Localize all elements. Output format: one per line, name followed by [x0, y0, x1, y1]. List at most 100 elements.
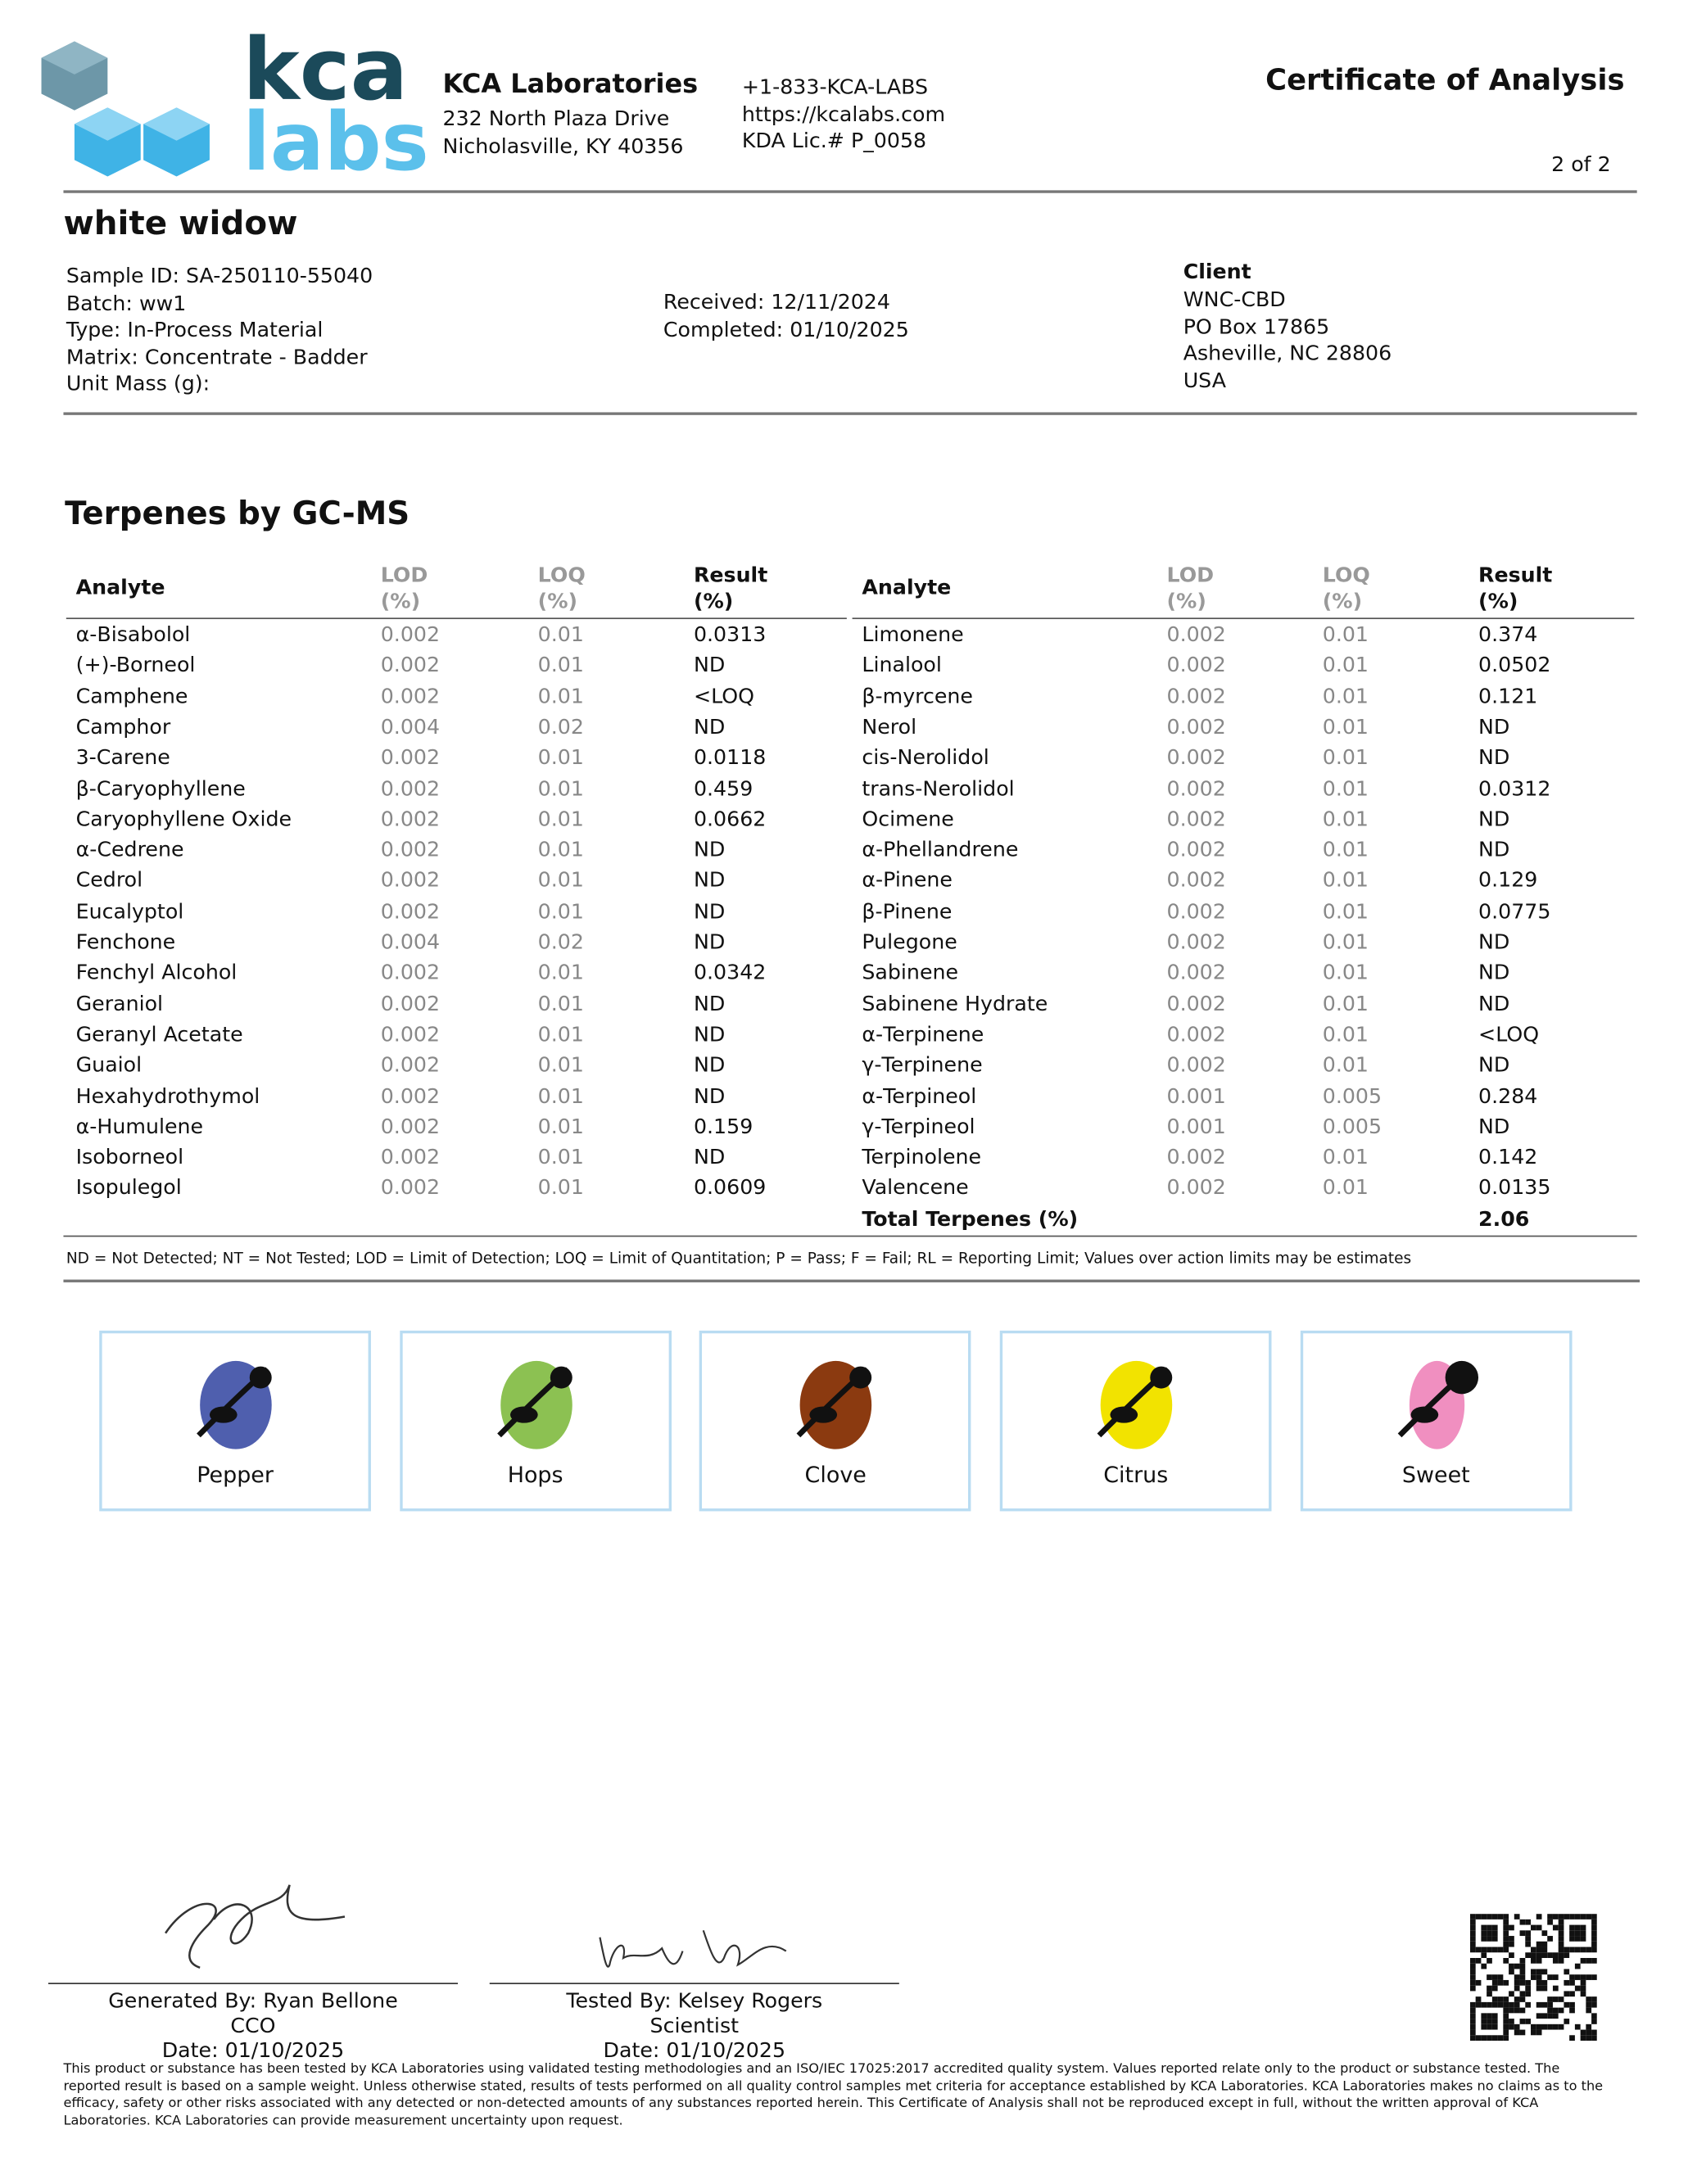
rule: [63, 190, 1637, 193]
cell: Geraniol: [75, 990, 164, 1016]
rule: [63, 1235, 1637, 1237]
cell: 0.002: [380, 1021, 441, 1047]
cell: Camphor: [75, 714, 171, 739]
cell: 0.002: [1166, 867, 1226, 893]
cell: α-Pinene: [862, 867, 953, 893]
cell: 0.002: [380, 775, 441, 801]
cell: 0.01: [537, 990, 584, 1016]
cell: 0.01: [537, 1175, 584, 1201]
address-line: Nicholasville, KY 40356: [442, 133, 684, 158]
cell: 0.01: [537, 1052, 584, 1078]
cell: 0.01: [537, 898, 584, 924]
cell: 0.002: [380, 1175, 441, 1201]
cell: 0.0609: [693, 1175, 767, 1201]
cell: ND: [1478, 929, 1510, 955]
cell: 0.01: [537, 806, 584, 831]
cell: 0.121: [1478, 683, 1538, 708]
cell: 0.002: [380, 990, 441, 1016]
aroma-label: Pepper: [197, 1461, 274, 1488]
logo-bottom: labs: [242, 95, 429, 189]
cell: 0.002: [1166, 714, 1226, 739]
cell: 0.01: [1322, 1021, 1369, 1047]
cell: ND: [693, 1052, 726, 1078]
cell: ND: [1478, 806, 1510, 831]
cell: 0.002: [1166, 652, 1226, 678]
header-rule: [66, 617, 847, 620]
cell: 0.01: [537, 652, 584, 678]
cell: 0.002: [380, 1144, 441, 1170]
cell: β-myrcene: [862, 683, 973, 708]
cell: α-Humulene: [75, 1114, 204, 1139]
cell: ND: [1478, 960, 1510, 985]
cell: 0.002: [1166, 929, 1226, 955]
cell: ND: [693, 837, 726, 862]
aroma-label: Hops: [507, 1461, 563, 1488]
aroma-icon: [797, 1360, 872, 1449]
cell: ND: [1478, 990, 1510, 1016]
cell: Sabinene: [862, 960, 959, 985]
cell: 0.0312: [1478, 775, 1551, 801]
cell: Isopulegol: [75, 1175, 182, 1201]
detail-line: Matrix: Concentrate - Badder: [66, 344, 368, 369]
cell: Hexahydrothymol: [75, 1083, 260, 1108]
cell: γ-Terpineol: [862, 1114, 975, 1139]
cell: ND: [1478, 1114, 1510, 1139]
cell: Caryophyllene Oxide: [75, 806, 292, 831]
cell: 0.002: [1166, 960, 1226, 985]
client-line: Asheville, NC 28806: [1183, 340, 1392, 366]
column-unit: (%): [1166, 588, 1206, 614]
aroma-box: Pepper: [99, 1330, 371, 1512]
cell: Limonene: [862, 622, 964, 647]
cell: 0.001: [1166, 1114, 1226, 1139]
sample-details: Sample ID: SA-250110-55040 Batch: ww1 Type…: [66, 264, 373, 398]
cell: α-Phellandrene: [862, 837, 1019, 862]
detail-line: Type: In-Process Material: [66, 317, 324, 342]
aroma-label: Clove: [804, 1461, 867, 1488]
cell: Cedrol: [75, 867, 143, 893]
client: WNC-CBD PO Box 17865 Asheville, NC 28806 US…: [1183, 287, 1392, 394]
cell: 0.002: [1166, 1052, 1226, 1078]
aroma-icon: [1397, 1360, 1478, 1449]
cell: β-Caryophyllene: [75, 775, 246, 801]
doc-title: Certificate of Analysis: [1265, 63, 1625, 97]
column-header: Result: [1478, 562, 1553, 588]
cell: 0.01: [1322, 867, 1369, 893]
aroma-label: Citrus: [1103, 1461, 1169, 1488]
cell: 0.002: [380, 1083, 441, 1108]
cell: Camphene: [75, 683, 188, 708]
cell: 0.0342: [693, 960, 767, 985]
cell: trans-Nerolidol: [862, 775, 1015, 801]
cell: 0.01: [537, 837, 584, 862]
cell: ND: [693, 929, 726, 955]
cell: ND: [693, 652, 726, 678]
cell: ND: [1478, 744, 1510, 770]
cell: 0.005: [1322, 1114, 1383, 1139]
column-header: LOQ: [537, 562, 586, 588]
detail-line: Unit Mass (g):: [66, 370, 210, 396]
cell: 0.01: [1322, 837, 1369, 862]
cell: β-Pinene: [862, 898, 953, 924]
aroma-icon: [1097, 1360, 1173, 1449]
cell: 0.01: [1322, 898, 1369, 924]
cell: 0.002: [380, 867, 441, 893]
cell: 0.01: [537, 867, 584, 893]
signature-line: Generated By: Ryan Bellone: [108, 1988, 398, 2014]
signature-block: Generated By: Ryan Bellone CCO Date: 01/10…: [48, 1983, 459, 2063]
signature: [599, 1929, 787, 1968]
client-line: USA: [1183, 367, 1226, 393]
cell: 0.002: [380, 622, 441, 647]
cell: 3-Carene: [75, 744, 170, 770]
cell: α-Cedrene: [75, 837, 184, 862]
cell: 0.01: [1322, 806, 1369, 831]
disclaimer: This product or substance has been teste…: [63, 2061, 1604, 2128]
cell: 0.01: [537, 1114, 584, 1139]
total-label: Total Terpenes (%): [862, 1205, 1079, 1232]
cell: 0.01: [1322, 714, 1369, 739]
column-unit: (%): [1322, 588, 1363, 614]
cell: 0.0135: [1478, 1175, 1551, 1201]
cell: cis-Nerolidol: [862, 744, 989, 770]
cell: 0.159: [693, 1114, 753, 1139]
cell: 0.002: [380, 837, 441, 862]
aroma-box: Clove: [699, 1330, 972, 1512]
